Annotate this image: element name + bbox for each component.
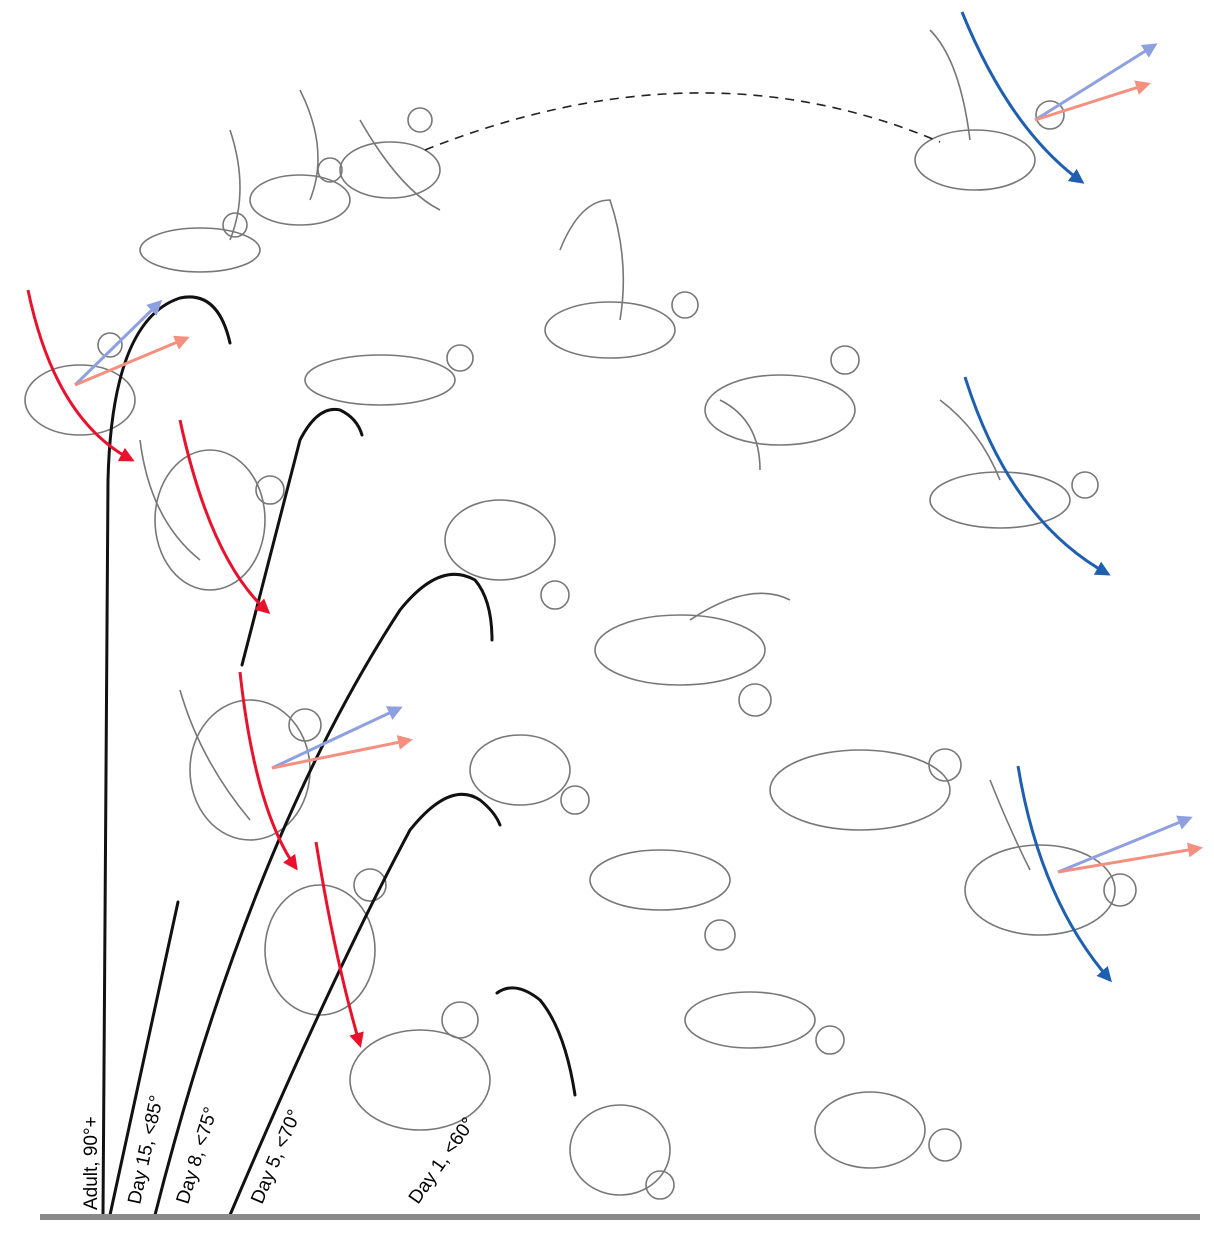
force-vectors xyxy=(73,43,1203,874)
trajectory-label: Adult, 90°+ xyxy=(81,1116,102,1210)
bird-sketches xyxy=(24,29,1137,1200)
ground xyxy=(40,1214,1200,1220)
blue-arrows xyxy=(960,11,1112,983)
dashed-path xyxy=(424,92,941,151)
trajectories xyxy=(101,295,577,1217)
red-arrows xyxy=(26,289,364,1048)
